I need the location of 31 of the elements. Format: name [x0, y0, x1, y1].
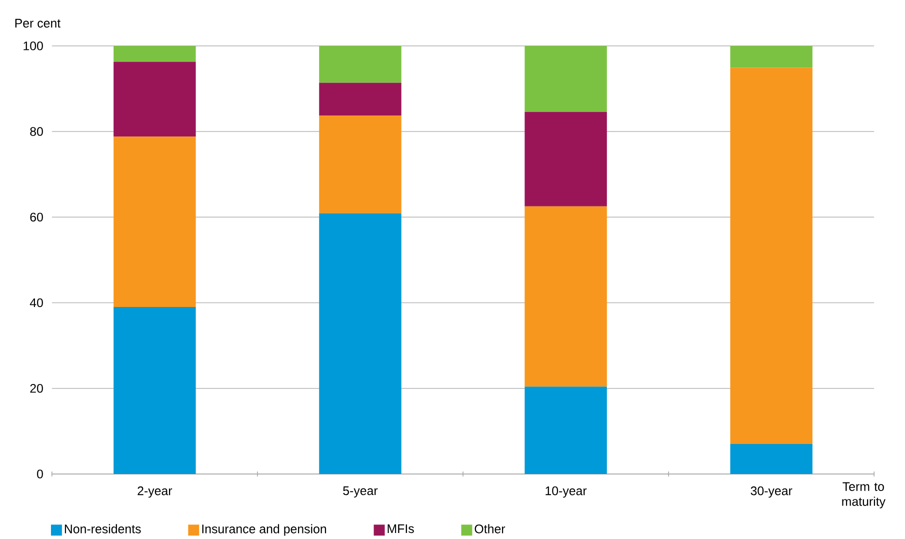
x-tick-label: 5-year [343, 486, 378, 498]
y-tick-label: 60 [30, 212, 43, 222]
y-tick-label: 0 [37, 470, 43, 478]
bar [524, 386, 607, 474]
bar [319, 46, 402, 83]
bar [114, 307, 196, 474]
y-tick-label: 100 [24, 41, 43, 50]
bar [524, 206, 607, 387]
y-tick-label: 80 [30, 127, 43, 136]
bar [524, 112, 607, 206]
y-tick-label: 40 [30, 298, 43, 308]
bar [730, 68, 812, 444]
legend-label: Non-residents [64, 524, 141, 534]
bar [730, 46, 812, 68]
legend-label: Insurance and pension [202, 524, 326, 536]
bar [730, 444, 812, 474]
x-tick-label: 30-year [750, 486, 792, 498]
x-tick-label: 10-year [546, 486, 587, 498]
x-tick-label: 2-year [138, 486, 172, 498]
bar [114, 46, 196, 62]
bar [319, 116, 402, 214]
bar [524, 46, 607, 112]
x-axis-title: Term to maturity [842, 482, 886, 508]
y-tick-label: 20 [30, 384, 43, 393]
legend-label: MFIs [388, 524, 414, 534]
bar [319, 213, 402, 474]
bar [319, 82, 402, 116]
bar [114, 136, 196, 307]
legend-label: Other [474, 524, 506, 534]
y-axis-title: Per cent [15, 18, 61, 28]
bar [114, 62, 196, 137]
